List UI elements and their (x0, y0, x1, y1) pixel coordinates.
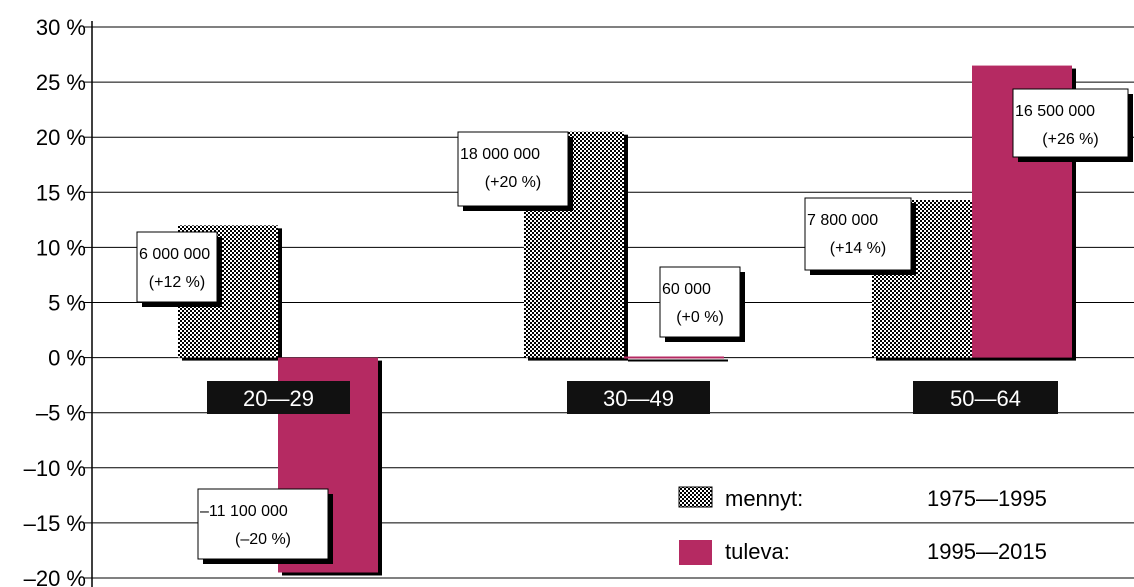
data-label-box (804, 197, 912, 271)
data-label-percent: (+0 %) (676, 309, 724, 326)
data-label-value: –11 100 000 (200, 503, 288, 520)
category-label: 30—49 (603, 386, 674, 411)
bar-tuleva (624, 356, 724, 359)
legend-swatch (678, 486, 713, 508)
y-tick-label: 25 % (36, 70, 86, 95)
data-label-value: 60 000 (662, 281, 711, 298)
data-label-value: 6 000 000 (139, 246, 210, 263)
bar-shadow (628, 359, 728, 362)
legend-name: mennyt: (725, 486, 803, 511)
data-label-value: 18 000 000 (460, 146, 540, 163)
legend-period: 1995—2015 (927, 539, 1047, 564)
data-label-percent: (+20 %) (485, 174, 541, 191)
legend-name: tuleva: (725, 539, 790, 564)
y-tick-label: –5 % (36, 401, 86, 426)
data-label-value: 16 500 000 (1015, 103, 1095, 120)
data-label-percent: (+14 %) (830, 240, 886, 257)
category-label-box (913, 381, 1058, 414)
y-tick-label: 5 % (48, 291, 86, 316)
y-tick-label: –15 % (24, 511, 86, 536)
y-tick-label: 10 % (36, 235, 86, 260)
legend-swatch (679, 540, 712, 565)
data-label-percent: (+12 %) (149, 274, 205, 291)
category-labels: 20—29 30—49 50—64 (207, 381, 1058, 414)
y-axis: 30 % 25 % 20 % 15 % 10 % 5 % 0 % –5 % –10 % –15 %… (24, 15, 93, 587)
y-tick-label: 0 % (48, 346, 86, 371)
data-label-percent: (–20 %) (235, 531, 291, 548)
y-tick-label: –10 % (24, 456, 86, 481)
category-label-box (207, 381, 350, 414)
y-tick-label: 30 % (36, 15, 86, 40)
data-label-box (197, 488, 329, 560)
legend: mennyt: 1975—1995 tuleva: 1995—2015 (678, 486, 1047, 565)
category-label-box (567, 381, 710, 414)
data-label-box (457, 131, 569, 207)
legend-period: 1975—1995 (927, 486, 1047, 511)
data-label-percent: (+26 %) (1042, 131, 1098, 148)
data-label-box (659, 266, 741, 338)
y-tick-label: 15 % (36, 180, 86, 205)
data-label-box (1012, 88, 1129, 158)
data-label-box (136, 231, 218, 303)
category-label: 20—29 (243, 386, 314, 411)
category-label: 50—64 (950, 386, 1021, 411)
data-labels: 6 000 000 (+12 %) 18 000 000 (+20 %) 7 800 0… (136, 88, 1133, 564)
data-label-value: 7 800 000 (807, 212, 878, 229)
y-tick-label: –20 % (24, 566, 86, 587)
y-tick-label: 20 % (36, 125, 86, 150)
